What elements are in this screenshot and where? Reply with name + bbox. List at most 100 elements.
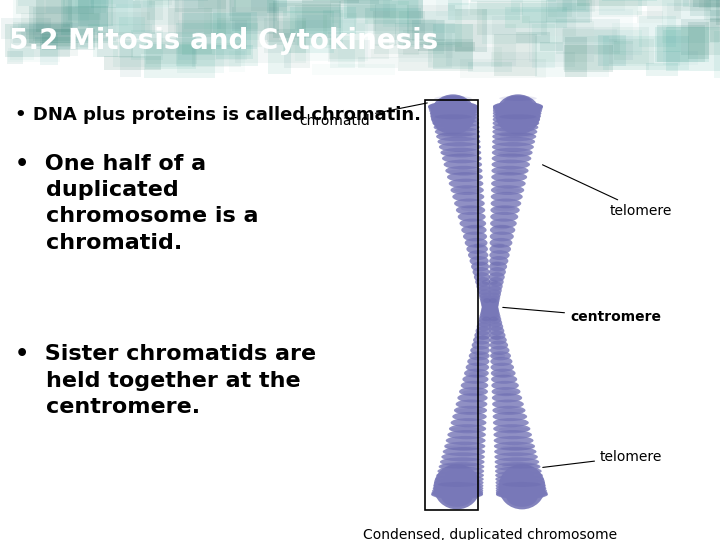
Ellipse shape xyxy=(474,330,490,340)
Bar xyxy=(120,40,141,77)
Ellipse shape xyxy=(492,406,526,415)
Bar xyxy=(704,0,720,20)
Ellipse shape xyxy=(437,133,473,138)
Bar xyxy=(693,0,720,7)
Ellipse shape xyxy=(441,148,481,158)
Bar xyxy=(302,0,359,3)
Bar xyxy=(104,56,161,70)
Ellipse shape xyxy=(438,96,468,113)
Bar xyxy=(471,0,557,2)
Ellipse shape xyxy=(491,192,523,201)
Bar xyxy=(40,42,78,56)
Ellipse shape xyxy=(490,341,508,350)
Ellipse shape xyxy=(488,298,499,308)
Bar xyxy=(546,0,592,22)
Bar xyxy=(234,0,287,7)
Bar xyxy=(332,13,357,23)
Ellipse shape xyxy=(440,463,477,469)
Bar xyxy=(88,24,152,32)
Ellipse shape xyxy=(474,243,487,248)
Bar xyxy=(382,0,419,26)
Ellipse shape xyxy=(494,436,534,445)
Bar xyxy=(267,0,340,14)
Bar xyxy=(612,23,662,52)
Ellipse shape xyxy=(496,488,547,497)
Bar xyxy=(46,0,106,14)
Bar xyxy=(663,30,681,51)
Bar xyxy=(564,45,613,72)
Ellipse shape xyxy=(476,326,491,335)
Bar xyxy=(516,31,550,43)
Ellipse shape xyxy=(462,225,487,235)
Bar xyxy=(563,0,585,10)
Ellipse shape xyxy=(430,109,479,118)
Bar xyxy=(492,52,575,66)
Ellipse shape xyxy=(469,351,490,360)
Bar xyxy=(532,24,555,68)
Ellipse shape xyxy=(469,256,489,266)
Bar xyxy=(114,42,195,67)
Bar xyxy=(639,16,676,48)
Bar xyxy=(297,16,327,46)
Bar xyxy=(557,9,634,44)
Text: chromatid: chromatid xyxy=(300,103,427,129)
Ellipse shape xyxy=(482,303,492,312)
Bar xyxy=(425,100,478,510)
Bar xyxy=(614,41,633,60)
Bar xyxy=(667,3,720,28)
Ellipse shape xyxy=(480,293,491,302)
Bar xyxy=(204,0,275,35)
Ellipse shape xyxy=(436,471,484,480)
Bar xyxy=(330,0,390,17)
Ellipse shape xyxy=(477,281,490,291)
Bar xyxy=(716,0,720,25)
Bar xyxy=(229,0,287,16)
Bar xyxy=(330,36,355,68)
Ellipse shape xyxy=(462,390,484,395)
Bar xyxy=(540,42,563,51)
Ellipse shape xyxy=(498,151,531,156)
Ellipse shape xyxy=(433,484,483,493)
Bar xyxy=(232,7,279,31)
Bar xyxy=(312,64,395,76)
Ellipse shape xyxy=(438,137,480,146)
Bar xyxy=(81,13,99,48)
Ellipse shape xyxy=(492,127,537,137)
Bar xyxy=(78,0,113,26)
Ellipse shape xyxy=(454,188,480,193)
Ellipse shape xyxy=(489,277,504,287)
Bar xyxy=(13,22,73,43)
Bar xyxy=(418,43,475,51)
Bar xyxy=(273,2,341,38)
Bar xyxy=(688,22,709,59)
Ellipse shape xyxy=(479,289,491,299)
Bar xyxy=(230,0,277,22)
Ellipse shape xyxy=(474,353,488,358)
Ellipse shape xyxy=(490,199,521,208)
Bar xyxy=(358,57,398,68)
Ellipse shape xyxy=(431,490,483,499)
Ellipse shape xyxy=(477,322,491,331)
Ellipse shape xyxy=(442,153,482,164)
Ellipse shape xyxy=(472,267,490,277)
Bar xyxy=(541,0,576,36)
Ellipse shape xyxy=(467,357,490,366)
Ellipse shape xyxy=(470,346,490,355)
Ellipse shape xyxy=(469,372,486,377)
Bar xyxy=(68,0,102,20)
Bar xyxy=(577,0,647,5)
Ellipse shape xyxy=(432,488,483,497)
Bar xyxy=(371,44,453,58)
Bar xyxy=(690,0,720,16)
Bar xyxy=(177,45,225,73)
Text: • DNA plus proteins is called chromatin.: • DNA plus proteins is called chromatin. xyxy=(15,106,421,124)
Ellipse shape xyxy=(449,427,480,432)
Bar xyxy=(269,40,291,75)
Bar xyxy=(646,63,678,76)
Ellipse shape xyxy=(493,372,511,377)
Ellipse shape xyxy=(499,427,530,432)
Ellipse shape xyxy=(495,457,539,467)
Bar xyxy=(144,44,215,78)
Ellipse shape xyxy=(468,250,488,260)
Text: •  One half of a
    duplicated
    chromosome is a
    chromatid.: • One half of a duplicated chromosome is… xyxy=(15,153,258,253)
